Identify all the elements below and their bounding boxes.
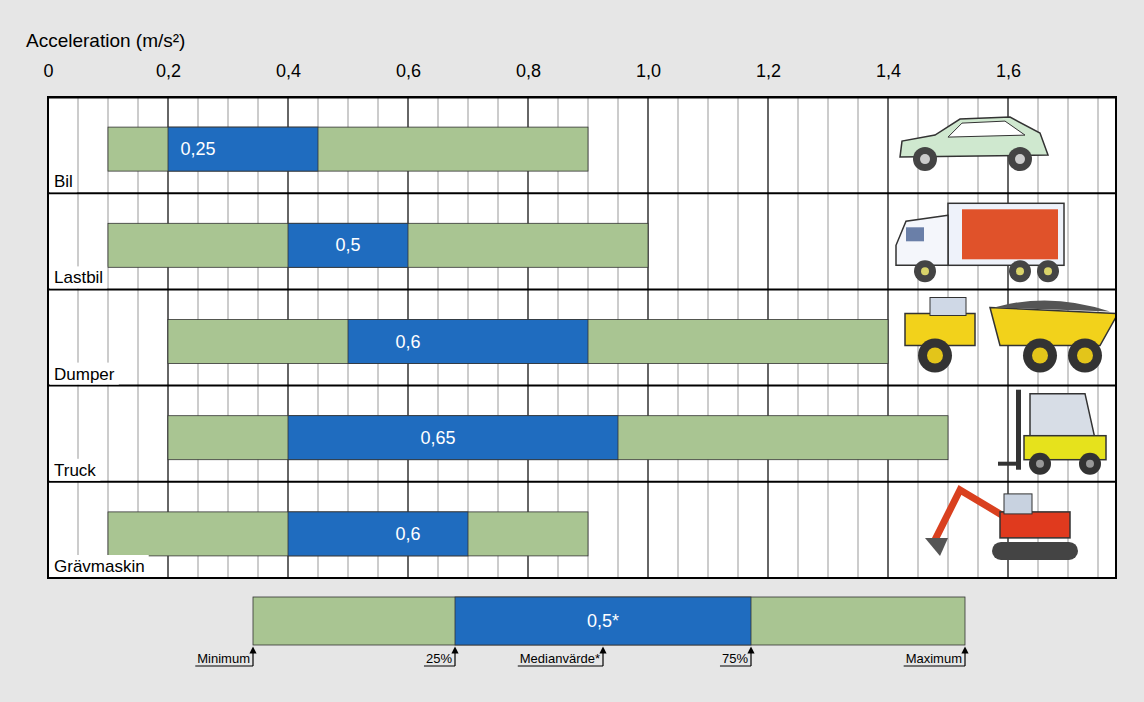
- tick: 0,8: [516, 61, 541, 97]
- iqr-bar: [288, 416, 618, 460]
- legend-underline: [424, 666, 455, 667]
- row-separator: [48, 288, 1116, 290]
- tick-label: 0: [43, 61, 53, 81]
- range-bar: [108, 512, 588, 556]
- tick: 0,2: [156, 61, 181, 97]
- median-label: 0,65: [420, 428, 455, 448]
- label-patch: [50, 266, 107, 288]
- legend-arrow: [964, 650, 965, 666]
- row-separator: [48, 481, 1116, 483]
- range-bar: [168, 320, 888, 364]
- label-patch: [50, 170, 77, 192]
- legend-underline: [195, 666, 253, 667]
- legend-underline: [720, 666, 751, 667]
- category-labels: Bil Lastbil Dumper Truck Grävmaskin: [50, 170, 149, 577]
- minor-grid-line: [78, 97, 79, 578]
- tick-label: 1,2: [756, 61, 781, 81]
- legend-underline: [904, 666, 965, 667]
- iqr-bar: [348, 320, 588, 364]
- category-label: Truck: [54, 461, 96, 480]
- label-patch: [50, 459, 100, 481]
- row-separator: [48, 385, 1116, 387]
- tick-label: 0,4: [276, 61, 301, 81]
- data-labels: 0,25 0,5 0,6 0,65 0,6: [180, 139, 455, 544]
- legend-key: Minimum: [197, 651, 250, 666]
- legend-iqr: [455, 597, 751, 645]
- chart-svg: 0 0,2 0,4 0,6 0,8 1,0 1,2 1,4 1,6 Acceleration (m…: [0, 0, 1144, 702]
- plot-area: [48, 97, 1116, 578]
- axis-line: [49, 97, 1117, 99]
- marks: [108, 127, 948, 556]
- tick-label: 1,4: [876, 61, 901, 81]
- tick-label: 0,2: [156, 61, 181, 81]
- legend-arrow: [602, 650, 603, 666]
- tick: 1,4: [876, 61, 901, 97]
- minor-grid-line: [978, 97, 979, 578]
- grid: [48, 97, 1098, 578]
- range-bar: [168, 416, 948, 460]
- median-label: 0,6: [395, 524, 420, 544]
- category-label: Dumper: [54, 365, 115, 384]
- legend-arrow: [454, 650, 455, 666]
- legend-key: Maximum: [906, 651, 962, 666]
- tick: 0,4: [276, 61, 301, 97]
- tick-label: 0,8: [516, 61, 541, 81]
- category-label: Bil: [54, 172, 73, 191]
- median-label: 0,25: [180, 139, 215, 159]
- iqr-bar: [168, 127, 318, 171]
- iqr-bar: [288, 223, 408, 267]
- legend-key: Medianvärde*: [520, 651, 600, 666]
- legend-arrow: [750, 650, 751, 666]
- tick: 1,6: [996, 61, 1021, 97]
- tick-label: 1,6: [996, 61, 1021, 81]
- category-label: Lastbil: [54, 268, 103, 287]
- range-bar: [108, 127, 588, 171]
- axis-title: Acceleration (m/s²): [26, 30, 185, 51]
- icon-forklift: [998, 390, 1106, 475]
- row-separator: [48, 192, 1116, 194]
- category-label: Grävmaskin: [54, 557, 145, 576]
- range-bar: [108, 223, 648, 267]
- icon-car: [900, 117, 1048, 171]
- icon-dumper: [905, 298, 1116, 373]
- tick: 0: [43, 61, 53, 97]
- legend: 0,5* Minimum 25% Medianvärde* 75% Maximum: [195, 597, 965, 666]
- legend-underline: [518, 666, 603, 667]
- tick-label: 1,0: [636, 61, 661, 81]
- icon-lorry: [896, 203, 1064, 282]
- tick: 0,6: [396, 61, 421, 97]
- legend-key: 75%: [722, 651, 748, 666]
- legend-key: 25%: [426, 651, 452, 666]
- legend-label: 0,5*: [587, 611, 619, 631]
- median-label: 0,5: [335, 235, 360, 255]
- plot-frame: [48, 97, 1116, 578]
- frame: [48, 97, 1116, 578]
- tick-label: 0,6: [396, 61, 421, 81]
- icons: [896, 117, 1116, 560]
- tick: 1,0: [636, 61, 661, 97]
- x-axis: 0 0,2 0,4 0,6 0,8 1,0 1,2 1,4 1,6: [43, 61, 1116, 98]
- legend-arrow: [252, 650, 253, 666]
- median-label: 0,6: [395, 332, 420, 352]
- background: [0, 0, 1144, 702]
- legend-range: [253, 597, 965, 645]
- icon-excavator: [925, 490, 1078, 560]
- iqr-bar: [288, 512, 468, 556]
- label-patch: [50, 363, 119, 385]
- tick: 1,2: [756, 61, 781, 97]
- label-patch: [50, 555, 149, 577]
